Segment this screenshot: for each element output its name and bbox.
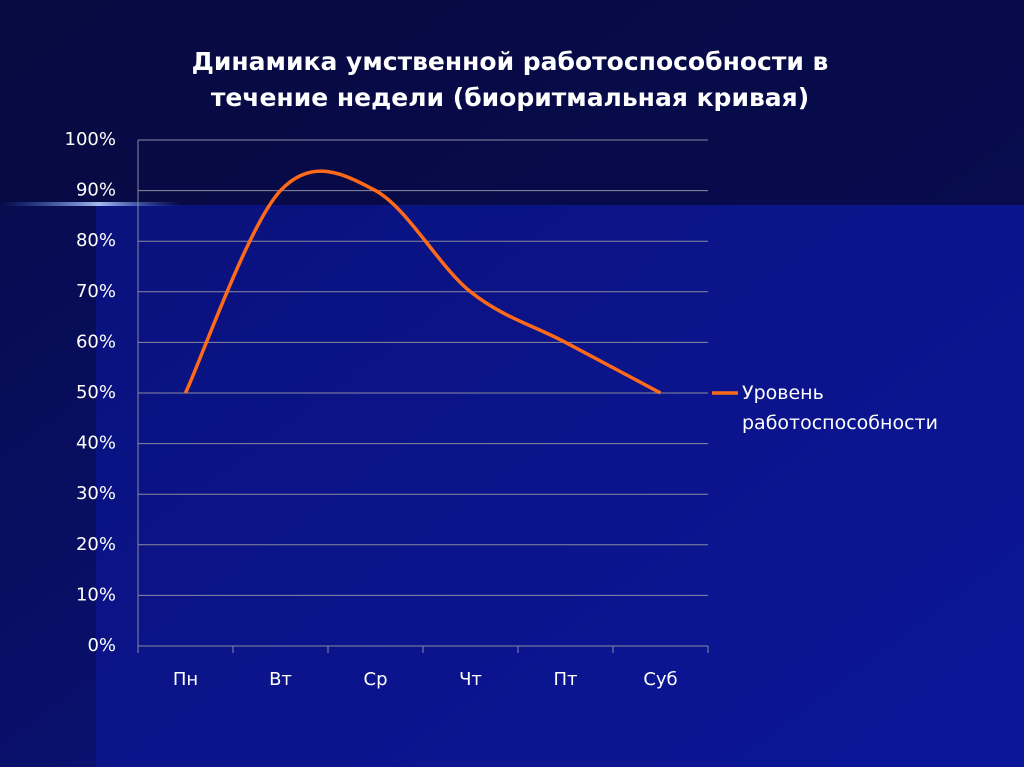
y-tick-label: 0% <box>87 635 116 656</box>
y-tick-label: 40% <box>76 433 116 454</box>
background-panel <box>96 205 1024 767</box>
y-tick-label: 50% <box>76 382 116 403</box>
y-tick-label: 60% <box>76 331 116 352</box>
y-tick-label: 80% <box>76 230 116 251</box>
x-tick-label: Пн <box>173 669 198 690</box>
x-tick-label: Чт <box>459 669 482 690</box>
x-tick-label: Вт <box>269 669 292 690</box>
flare <box>0 202 180 206</box>
y-tick-label: 10% <box>76 584 116 605</box>
y-tick-label: 70% <box>76 281 116 302</box>
background-band <box>0 0 1024 205</box>
x-tick-label: Ср <box>364 669 388 690</box>
y-tick-label: 20% <box>76 534 116 555</box>
plot-area: 0% 10% 20% 30% 40% 50% 60% 70% 80% 90% 100% Пн Вт Ср Ч… <box>65 129 738 690</box>
x-tick-label: Суб <box>643 669 677 690</box>
chart-title: Динамика умственной работоспособности в … <box>191 47 829 112</box>
data-line <box>183 169 662 395</box>
y-tick-label: 30% <box>76 483 116 504</box>
legend-label: Уровень работоспособности <box>742 382 938 434</box>
y-tick-label: 90% <box>76 180 116 201</box>
x-tick-label: Пт <box>553 669 577 690</box>
y-tick-label: 100% <box>65 129 116 150</box>
